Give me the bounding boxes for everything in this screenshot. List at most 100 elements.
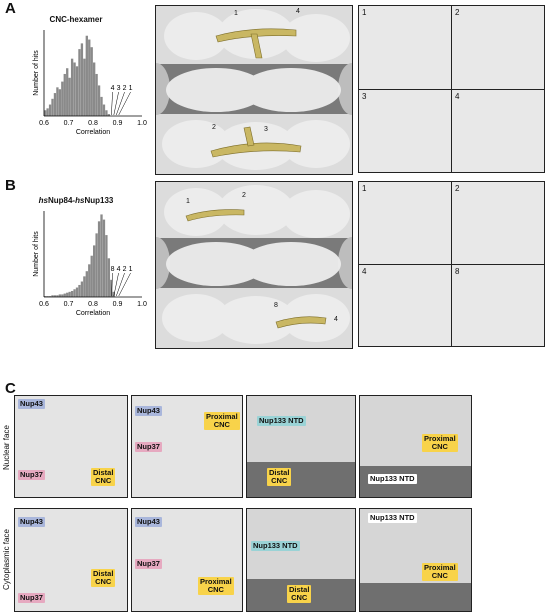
- hist-b-tick-label: 1.0: [137, 301, 147, 308]
- hist-a-bar: [93, 62, 96, 116]
- hist-b-annotation: 4: [117, 266, 121, 273]
- map-b-label-4: 4: [334, 316, 338, 323]
- hist-a-bar: [105, 110, 108, 116]
- hist-b-xlabel: Correlation: [76, 310, 110, 317]
- map-a-label-3: 3: [264, 126, 268, 133]
- hist-a-annotation-line: [113, 91, 119, 116]
- row-label-nuclear: Nuclear face: [2, 425, 11, 470]
- c-tile-r2-c3: Nup133 NTD Distal CNC: [246, 508, 356, 612]
- hist-b-bar: [75, 287, 79, 297]
- hist-b-bar: [46, 296, 49, 297]
- map-b-drawing: [156, 182, 352, 348]
- hist-b-bar: [93, 245, 96, 297]
- tiles-a: 1 2 3 4: [358, 5, 545, 173]
- hist-b-bar: [107, 258, 111, 297]
- panel-c-letter: C: [5, 380, 16, 397]
- map-a-label-4: 4: [296, 8, 300, 15]
- hist-a-bar: [58, 89, 62, 116]
- hist-b-bar: [48, 296, 52, 297]
- tile-b-4: 4: [358, 264, 452, 347]
- map-b-label-1: 1: [186, 198, 190, 205]
- row-label-cytoplasmic: Cytoplasmic face: [2, 529, 11, 590]
- hist-b-annotation-line: [113, 272, 119, 297]
- hist-b-annotation-line: [111, 272, 113, 297]
- tile-b-2: 2: [451, 181, 545, 265]
- hist-b-tick-label: 0.8: [88, 301, 98, 308]
- hist-b-bar: [53, 295, 57, 297]
- hist-b-annotation: 2: [123, 266, 127, 273]
- hist-b-bar: [85, 271, 88, 297]
- hist-a-bar: [56, 87, 59, 116]
- hist-b-bar: [105, 235, 108, 297]
- map-a-label-1: 1: [234, 10, 238, 17]
- hist-b-bar: [80, 281, 84, 297]
- hist-b-bar: [44, 296, 47, 297]
- hist-a-ylabel: Number of hits: [33, 50, 40, 96]
- hist-a-bar: [66, 68, 69, 116]
- hist-b-annotation: 1: [129, 266, 133, 273]
- hist-a-tick-label: 0.7: [64, 120, 74, 127]
- hist-a-annotation-line: [111, 91, 113, 116]
- hist-b-bar: [95, 233, 98, 297]
- hist-b-bar: [63, 293, 66, 297]
- hist-a-bar: [68, 77, 71, 116]
- hist-a-bar: [102, 104, 106, 116]
- hist-b-tick-label: 0.7: [64, 301, 74, 308]
- map-b-label-2: 2: [242, 192, 246, 199]
- hist-b-bar: [70, 290, 74, 297]
- hist-a-tick-label: 0.6: [39, 120, 49, 127]
- hist-a-bar: [46, 108, 49, 116]
- tile-a-3: 3: [358, 89, 452, 173]
- c-tile-r1-c4: Proximal CNC Nup133 NTD: [359, 395, 472, 498]
- hist-a-bar: [44, 110, 47, 116]
- hist-a-tick-label: 1.0: [137, 120, 147, 127]
- map-a-label-2: 2: [212, 124, 216, 131]
- hist-a-annotation-line: [118, 91, 131, 116]
- histogram-a: 0.6 0.7 0.8 0.9 1.0 Correlation Number of hits…: [33, 30, 147, 136]
- hist-a-bar: [97, 85, 101, 116]
- hist-b-bar: [100, 214, 103, 297]
- tiles-b: 1 2 4 8: [358, 181, 545, 347]
- hist-b-annotation: 8: [111, 266, 115, 273]
- hist-b-bar: [78, 284, 81, 297]
- c-tile-r2-c4: Nup133 NTD Proximal CNC: [359, 508, 472, 612]
- hist-b-bar: [110, 279, 113, 297]
- c-tile-r1-c3: Nup133 NTD Distal CNC: [246, 395, 356, 498]
- c-tile-r1-c1: Nup43 Nup37 Distal CNC: [14, 395, 128, 498]
- hist-b-bar: [88, 264, 91, 297]
- hist-b-bar: [73, 289, 76, 297]
- tile-a-4: 4: [451, 89, 545, 173]
- hist-a-bar: [88, 39, 91, 116]
- hist-b-tick-label: 0.6: [39, 301, 49, 308]
- hist-b-title: hsNup84-hsNup133: [38, 196, 114, 205]
- hist-b-bar: [97, 221, 101, 297]
- hist-a-annotation: 4: [111, 85, 115, 92]
- hist-a-title: CNC-hexamer: [49, 15, 103, 24]
- tile-a-1: 1: [358, 5, 452, 90]
- hist-b-bar: [68, 291, 71, 297]
- histogram-b: 0.6 0.7 0.8 0.9 1.0 Correlation Number of hits…: [33, 211, 147, 317]
- panel-b-letter: B: [5, 177, 16, 194]
- hist-a-bar: [70, 58, 74, 116]
- hist-a-bar: [63, 73, 66, 116]
- map-a: 1 4 2 3: [155, 5, 353, 175]
- c-tile-r1-c2: Nup43 Nup37 Proximal CNC: [131, 395, 243, 498]
- hist-b-tick-label: 0.9: [113, 301, 123, 308]
- map-b: 1 2 8 4: [155, 181, 353, 349]
- hist-a-bar: [90, 47, 93, 117]
- hist-a-bar: [83, 58, 86, 116]
- hist-a-annotation: 2: [123, 85, 127, 92]
- hist-a-bar: [75, 66, 79, 116]
- hist-a-bar: [107, 114, 111, 116]
- hist-a-bar: [73, 62, 76, 116]
- map-b-label-8: 8: [274, 302, 278, 309]
- hist-b-bar: [51, 295, 54, 297]
- hist-a-bar: [61, 81, 64, 116]
- hist-a-tick-label: 0.8: [88, 120, 98, 127]
- hist-b-bar: [90, 255, 93, 297]
- hist-b-bar: [66, 292, 69, 297]
- hist-a-annotation: 1: [129, 85, 133, 92]
- panel-a-letter: A: [5, 0, 16, 17]
- map-a-drawing: [156, 6, 352, 174]
- hist-b-bar: [58, 294, 62, 297]
